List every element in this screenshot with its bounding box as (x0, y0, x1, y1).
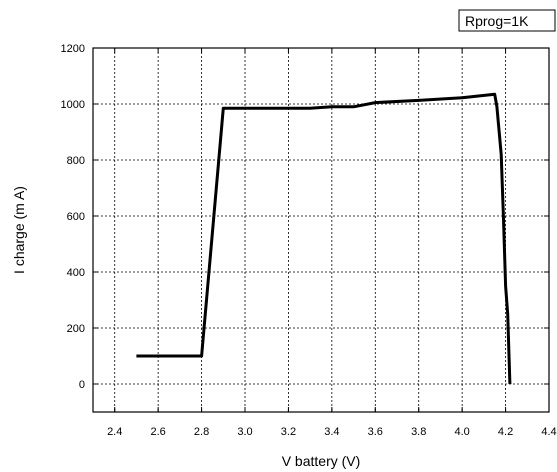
x-tick-label: 3.2 (281, 426, 296, 438)
x-tick-labels: 2.4 2.6 2.8 3.0 3.2 3.4 3.6 3.8 4.0 4.2 4.4 (107, 426, 557, 438)
x-tick-label: 2.6 (150, 426, 165, 438)
x-tick-label: 4.4 (541, 426, 556, 438)
legend: Rprog=1K (458, 9, 556, 32)
legend-box (458, 9, 556, 32)
y-tick-label: 200 (67, 323, 85, 335)
y-tick-label: 1200 (61, 43, 85, 55)
y-tick-label: 800 (67, 155, 85, 167)
x-tick-label: 3.6 (368, 426, 383, 438)
x-tick-label: 3.4 (324, 426, 339, 438)
legend-label: Rprog=1K (465, 13, 529, 29)
x-tick-label: 4.2 (498, 426, 513, 438)
y-tick-label: 600 (67, 211, 85, 223)
plot-frame (92, 47, 550, 413)
y-tick-label: 0 (79, 379, 85, 391)
y-axis-title: I charge (m A) (11, 186, 27, 274)
x-tick-label: 3.0 (237, 426, 252, 438)
x-tick-label: 3.8 (411, 426, 426, 438)
axis-ticks (93, 47, 550, 412)
x-tick-label: 2.8 (194, 426, 209, 438)
y-tick-labels: 0 200 400 600 800 1000 1200 (61, 43, 85, 391)
y-tick-label: 1000 (61, 99, 85, 111)
x-tick-label: 2.4 (107, 426, 122, 438)
x-axis-title: V battery (V) (282, 453, 361, 469)
x-tick-label: 4.0 (454, 426, 469, 438)
series-line (136, 92, 512, 385)
y-tick-label: 400 (67, 267, 85, 279)
